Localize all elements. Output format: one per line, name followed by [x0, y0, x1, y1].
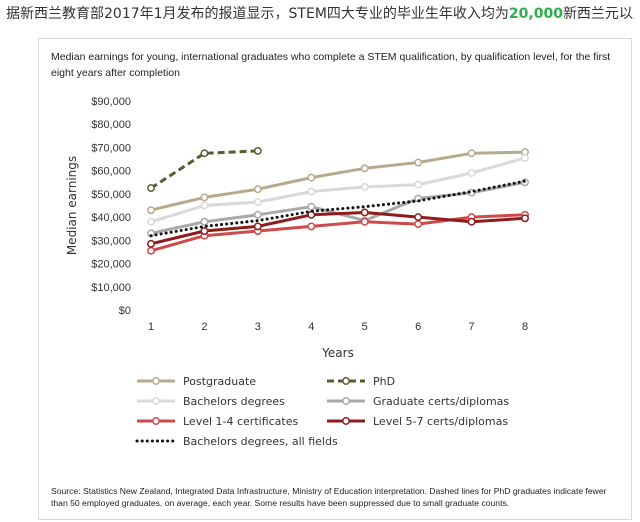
- headline-text-end: 新西兰元以上。: [562, 6, 634, 22]
- line-chart: $0 $10,000 $20,000 $30,000 $40,000 $50,000 $60…: [65, 96, 529, 448]
- data-point: [360, 208, 369, 217]
- y-tick-label: $50,000: [91, 189, 131, 201]
- legend-marker: [152, 397, 160, 405]
- y-tick-label: $20,000: [91, 259, 131, 271]
- data-point: [200, 201, 209, 210]
- headline-text: 据新西兰教育部2017年1月发布的报道显示，STEM四大专业的毕业生年收入均为: [6, 6, 509, 22]
- data-point: [414, 220, 423, 229]
- data-point: [200, 193, 209, 202]
- data-point: [307, 173, 316, 182]
- legend-label: Level 5-7 certs/diplomas: [373, 415, 508, 428]
- data-point: [521, 214, 529, 223]
- legend-label: Level 1-4 certificates: [183, 415, 299, 428]
- x-tick-label: 6: [415, 321, 421, 333]
- y-tick-label: $40,000: [91, 212, 131, 224]
- data-point: [414, 158, 423, 167]
- data-point: [521, 153, 529, 162]
- data-point: [253, 185, 262, 194]
- data-point: [253, 210, 262, 219]
- data-point: [414, 213, 423, 222]
- legend-marker: [152, 377, 160, 385]
- data-point: [307, 202, 316, 211]
- legend-label: PhD: [373, 375, 395, 388]
- y-tick-label: $90,000: [91, 96, 131, 108]
- data-point: [147, 206, 155, 215]
- data-point: [307, 210, 316, 219]
- series-line: [149, 179, 527, 238]
- headline-highlight: 20,000: [508, 6, 563, 22]
- legend-label: Graduate certs/diplomas: [373, 395, 509, 408]
- legend-label: Bachelors degrees, all fields: [183, 435, 338, 448]
- data-point: [467, 169, 476, 177]
- series-line: [150, 150, 526, 212]
- series-line: [150, 149, 258, 190]
- data-point: [200, 217, 209, 226]
- y-tick-label: $0: [119, 305, 131, 317]
- x-tick-label: 7: [469, 321, 475, 333]
- data-point: [360, 164, 369, 173]
- y-tick-label: $30,000: [91, 235, 131, 247]
- y-axis-title: Median earnings: [65, 156, 79, 255]
- data-point: [414, 180, 423, 189]
- x-tick-label: 3: [255, 321, 261, 333]
- headline: 据新西兰教育部2017年1月发布的报道显示，STEM四大专业的毕业生年收入均为2…: [6, 4, 634, 24]
- legend-marker: [342, 377, 350, 385]
- data-point: [360, 217, 369, 226]
- data-point: [200, 227, 209, 235]
- y-tick-label: $60,000: [91, 166, 131, 178]
- x-axis-title: Years: [321, 346, 354, 360]
- series-line: [150, 156, 526, 224]
- legend-marker: [342, 397, 350, 405]
- legend-label: Postgraduate: [183, 375, 256, 388]
- data-point: [200, 149, 209, 158]
- chart-title: Median earnings for young, international…: [51, 51, 611, 79]
- legend-marker: [152, 417, 160, 425]
- data-point: [253, 198, 262, 206]
- series-line: [150, 213, 526, 253]
- data-point: [147, 217, 155, 226]
- data-point: [147, 239, 155, 248]
- x-tick-label: 2: [201, 321, 207, 333]
- y-tick-label: $10,000: [91, 282, 131, 294]
- data-point: [253, 222, 262, 231]
- x-tick-label: 5: [362, 321, 368, 333]
- source-note: Source: Statistics New Zealand, Integrat…: [51, 486, 607, 508]
- data-point: [467, 149, 476, 158]
- legend-marker: [342, 417, 350, 425]
- data-point: [253, 146, 262, 155]
- data-point: [307, 187, 316, 196]
- x-tick-label: 1: [148, 321, 154, 333]
- data-point: [467, 217, 476, 226]
- x-tick-label: 4: [308, 321, 314, 333]
- series-line: [150, 211, 526, 246]
- legend-label: Bachelors degrees: [183, 395, 285, 408]
- data-point: [147, 184, 155, 193]
- x-tick-label: 8: [522, 321, 528, 333]
- chart-card: Median earnings for young, international…: [38, 38, 632, 520]
- data-point: [307, 222, 316, 231]
- y-tick-label: $80,000: [91, 119, 131, 131]
- data-point: [147, 246, 155, 255]
- data-point: [360, 182, 369, 191]
- y-tick-label: $70,000: [91, 142, 131, 154]
